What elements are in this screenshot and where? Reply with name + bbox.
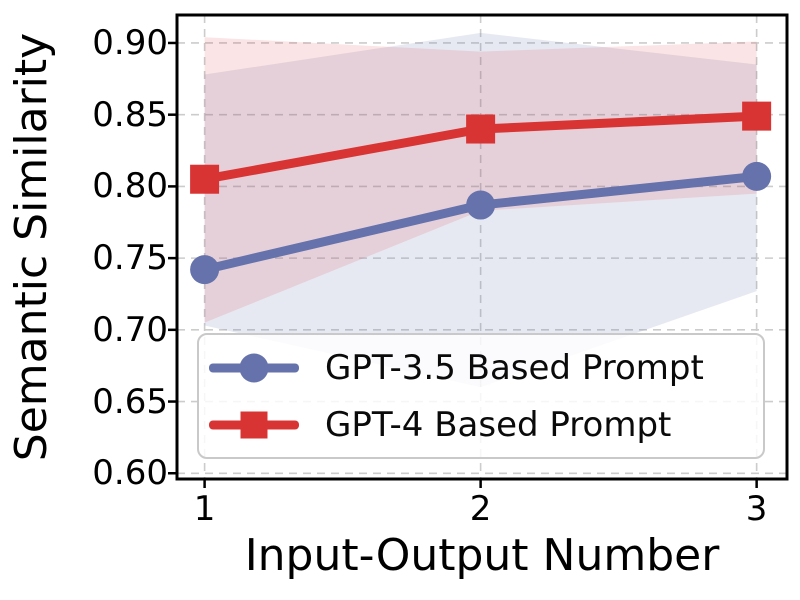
y-axis-title: Semantic Similarity	[6, 32, 57, 462]
legend-square-marker-icon	[209, 408, 299, 442]
legend-item-gpt35: GPT-3.5 Based Prompt	[209, 344, 763, 392]
data-point-circle	[466, 190, 496, 220]
legend: GPT-3.5 Based Prompt GPT-4 Based Prompt	[197, 333, 765, 459]
circle-marker-icon	[239, 353, 269, 382]
square-marker-icon	[240, 411, 268, 438]
data-point-circle	[190, 255, 220, 285]
data-point-circle	[742, 161, 772, 191]
x-axis-title: Input-Output Number	[244, 530, 720, 581]
data-point-square	[742, 101, 772, 131]
confidence-band	[204, 37, 757, 323]
legend-label-gpt4: GPT-4 Based Prompt	[325, 404, 672, 445]
legend-item-gpt4: GPT-4 Based Prompt	[209, 401, 763, 449]
legend-label-gpt35: GPT-3.5 Based Prompt	[325, 347, 704, 388]
data-point-square	[466, 114, 496, 144]
legend-circle-marker-icon	[209, 351, 299, 385]
data-point-square	[190, 164, 220, 194]
